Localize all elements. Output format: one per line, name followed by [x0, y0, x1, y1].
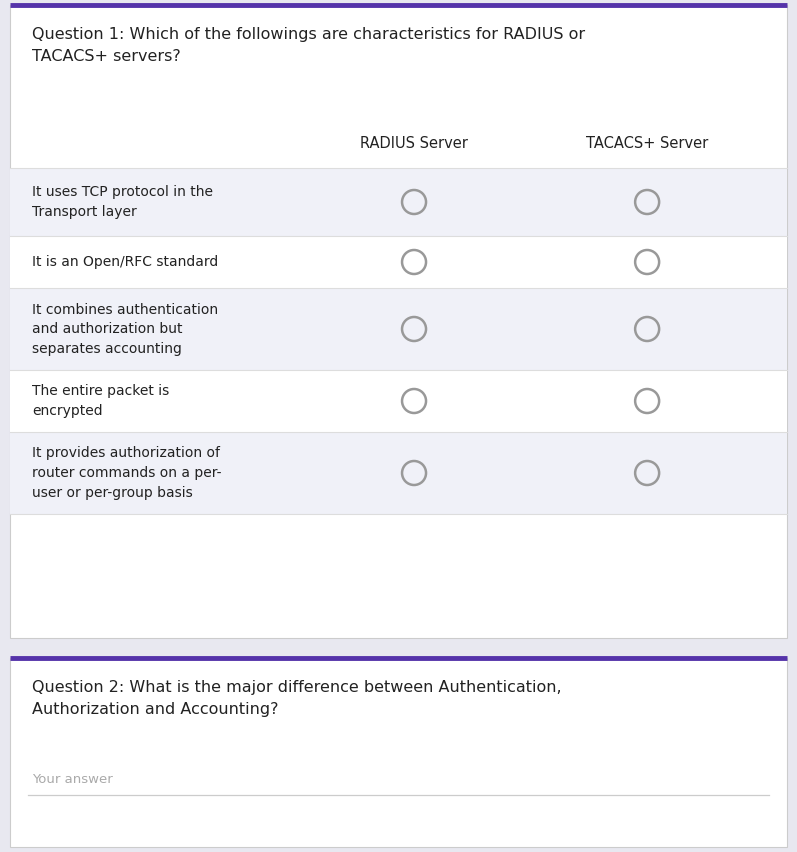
Text: The entire packet is
encrypted: The entire packet is encrypted — [32, 384, 169, 417]
Bar — [10, 370, 787, 432]
Text: It combines authentication
and authorization but
separates accounting: It combines authentication and authoriza… — [32, 302, 218, 355]
Text: It uses TCP protocol in the
Transport layer: It uses TCP protocol in the Transport la… — [32, 185, 213, 219]
Bar — [10, 658, 787, 847]
Bar — [10, 432, 787, 514]
Bar — [10, 168, 787, 236]
Text: It is an Open/RFC standard: It is an Open/RFC standard — [32, 255, 218, 269]
Text: TACACS+ Server: TACACS+ Server — [586, 135, 709, 151]
Text: Question 1: Which of the followings are characteristics for RADIUS or
TACACS+ se: Question 1: Which of the followings are … — [32, 27, 585, 64]
Text: RADIUS Server: RADIUS Server — [360, 135, 468, 151]
Bar — [10, 288, 787, 370]
Text: Your answer: Your answer — [32, 773, 112, 786]
Text: Question 2: What is the major difference between Authentication,
Authorization a: Question 2: What is the major difference… — [32, 680, 562, 717]
Text: It provides authorization of
router commands on a per-
user or per-group basis: It provides authorization of router comm… — [32, 446, 222, 499]
Bar — [10, 5, 787, 638]
Bar — [10, 236, 787, 288]
